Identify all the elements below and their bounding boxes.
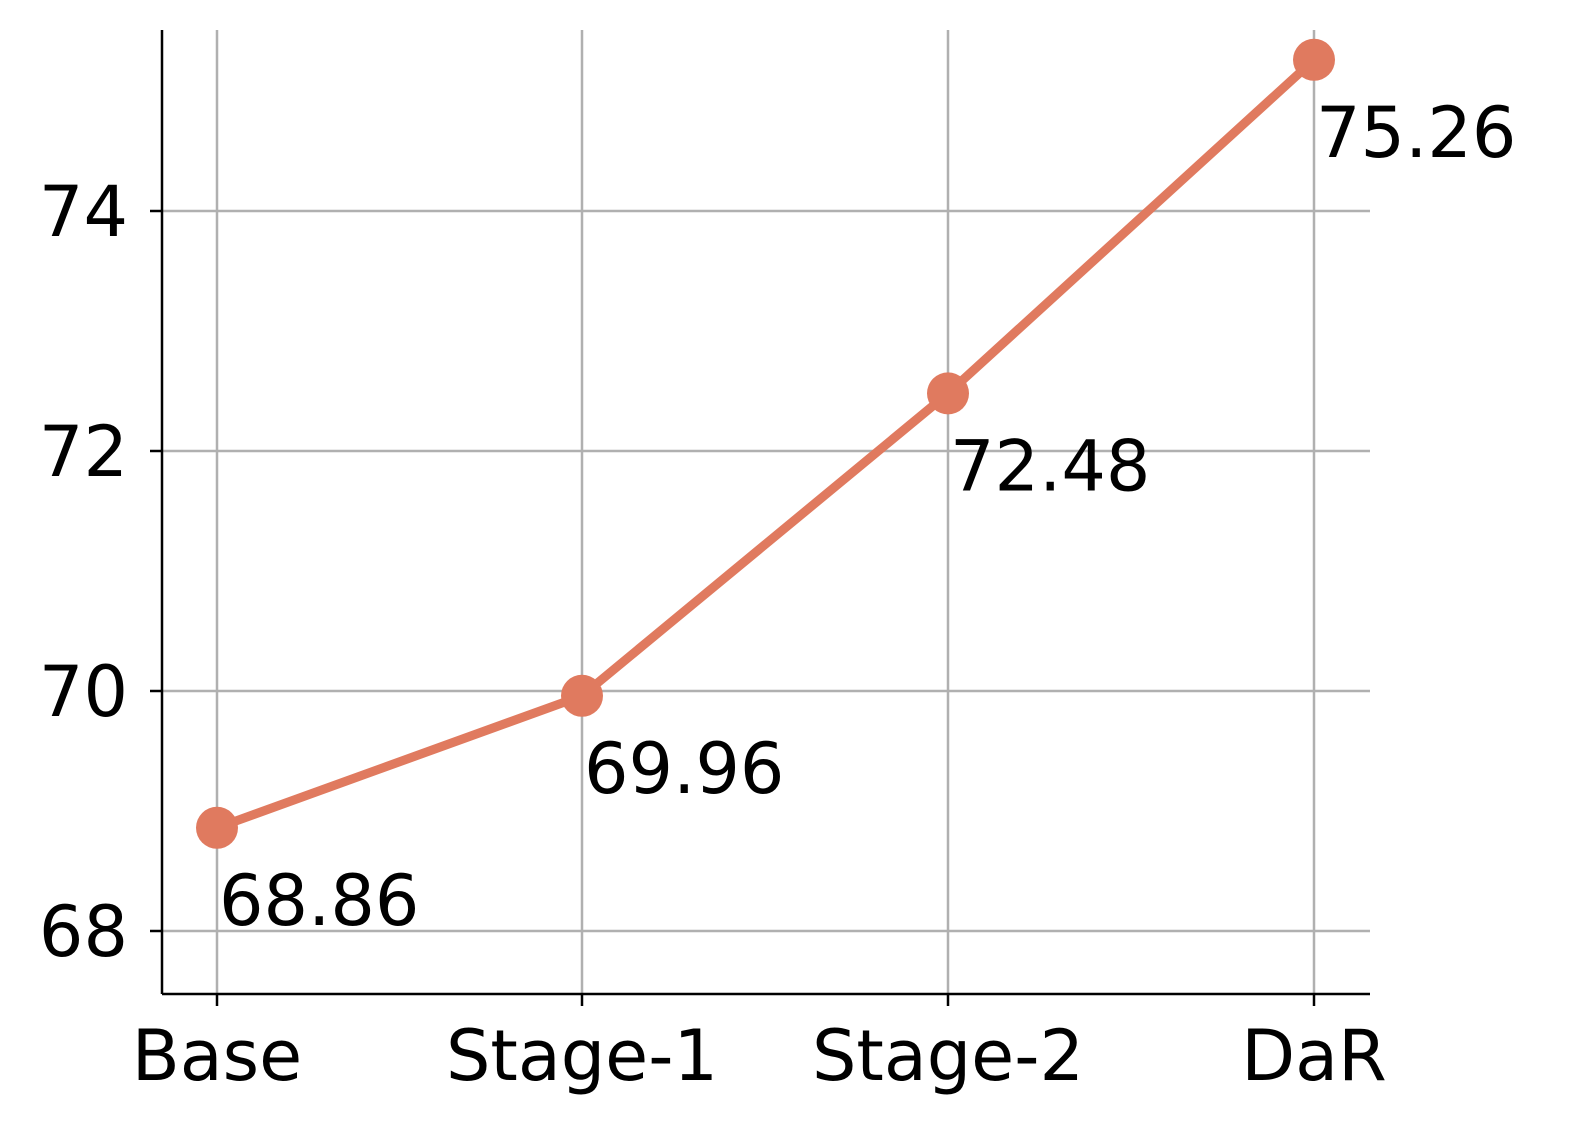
y-tick-label: 70 xyxy=(39,651,128,733)
data-point xyxy=(927,372,969,415)
data-label: 68.86 xyxy=(219,860,419,942)
x-tick-label: Stage-2 xyxy=(812,1015,1084,1097)
y-tick-label: 72 xyxy=(39,411,128,493)
axes xyxy=(160,30,1370,996)
y-tick-label: 68 xyxy=(39,891,128,973)
series-line xyxy=(212,55,1319,833)
data-label: 72.48 xyxy=(950,425,1150,507)
data-label: 69.96 xyxy=(584,728,784,810)
x-tick-label: Stage-1 xyxy=(446,1015,718,1097)
data-point xyxy=(1293,38,1335,81)
labels: Base Stage-1 Stage-2 DaR 68 70 72 74 68.86 69.96 7… xyxy=(39,92,1516,1097)
x-tick-label: DaR xyxy=(1241,1015,1386,1097)
y-tick-label: 74 xyxy=(39,171,128,253)
grid-lines xyxy=(162,30,1370,994)
data-point xyxy=(196,806,238,849)
data-point xyxy=(561,674,603,717)
series xyxy=(196,38,1335,849)
tick-marks xyxy=(150,209,1316,1006)
data-label: 75.26 xyxy=(1316,92,1516,174)
x-tick-label: Base xyxy=(132,1015,302,1097)
